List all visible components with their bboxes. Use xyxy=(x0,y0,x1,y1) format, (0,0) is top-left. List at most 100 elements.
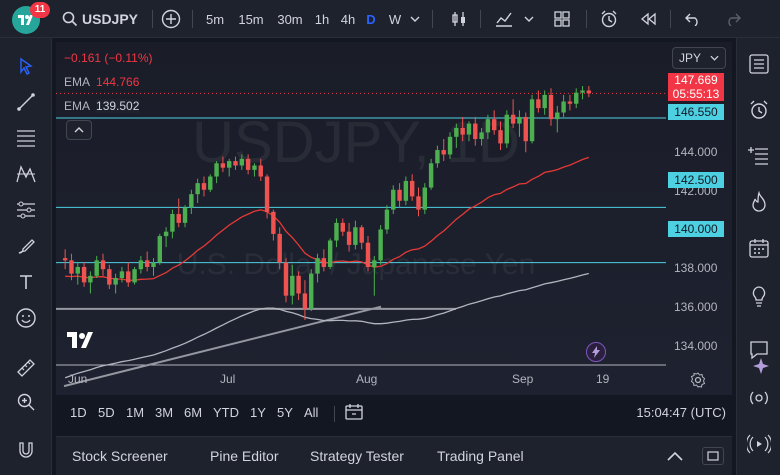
watchlist-button[interactable] xyxy=(745,50,773,78)
level-tag-146550: 146.550 xyxy=(668,104,724,120)
range-1y[interactable]: 1Y xyxy=(250,405,266,420)
range-1d[interactable]: 1D xyxy=(70,405,87,420)
bullish-candle xyxy=(403,180,409,201)
undo-button[interactable] xyxy=(682,8,704,30)
bullish-candle xyxy=(561,101,566,113)
prediction-tool[interactable] xyxy=(12,196,40,224)
alert-button[interactable] xyxy=(597,8,621,30)
range-3m[interactable]: 3M xyxy=(155,405,174,420)
timeframe-d[interactable]: D xyxy=(366,11,376,27)
streams-button[interactable] xyxy=(745,430,773,458)
hotlists-button[interactable] xyxy=(745,188,773,216)
tab-trading-panel[interactable]: Trading Panel xyxy=(437,448,524,464)
bearish-candle xyxy=(277,233,282,263)
notes-button[interactable] xyxy=(745,336,773,364)
bullish-candle xyxy=(113,278,118,285)
layouts-button[interactable] xyxy=(551,8,573,30)
text-icon xyxy=(20,275,32,289)
bearish-candle xyxy=(220,163,226,168)
range-all[interactable]: All xyxy=(304,405,319,420)
fib-tool[interactable] xyxy=(12,124,40,152)
widget-toolbar xyxy=(736,38,780,475)
utc-clock[interactable]: 15:04:47 (UTC) xyxy=(636,405,726,420)
pattern-tool[interactable] xyxy=(12,160,40,188)
lightning-icon[interactable] xyxy=(586,342,606,362)
emoji-tool[interactable] xyxy=(12,304,40,332)
price-label: 144.000 xyxy=(674,145,718,159)
timeframe-w[interactable]: W xyxy=(388,11,402,27)
range-1m[interactable]: 1M xyxy=(126,405,145,420)
bullish-candle xyxy=(334,222,339,241)
alarm-clock-icon xyxy=(750,100,768,119)
bearish-candle xyxy=(245,158,251,170)
timeframe-dropdown[interactable] xyxy=(410,8,420,30)
data-window-button[interactable] xyxy=(745,142,773,170)
bearish-candle xyxy=(264,176,270,212)
symbol-search-button[interactable]: USDJPY xyxy=(62,9,138,29)
bullish-candle xyxy=(479,132,484,140)
replay-button[interactable] xyxy=(637,8,659,30)
price-chart[interactable]: USDJPY, 1DU.S. Dollar / Japanese Yen xyxy=(56,42,732,395)
ema-fast-label[interactable]: EMA xyxy=(64,75,91,89)
range-ytd[interactable]: YTD xyxy=(213,405,239,420)
compare-symbol-button[interactable] xyxy=(160,8,182,30)
timeframe-15m[interactable]: 15m xyxy=(238,11,264,27)
bearish-candle xyxy=(359,227,364,243)
trend-line-tool[interactable] xyxy=(12,88,40,116)
sparkle-icon[interactable] xyxy=(751,356,771,376)
tab-strategy-tester[interactable]: Strategy Tester xyxy=(310,448,404,464)
chart-pane[interactable]: USDJPY, 1D U.S. Dollar / Japanese Yen −0.… xyxy=(56,42,732,395)
brush-tool[interactable] xyxy=(12,232,40,260)
time-label: Aug xyxy=(356,372,378,386)
price-axis[interactable]: 147.669 05:55:13 146.550 144.000 142.000… xyxy=(666,42,732,370)
go-to-date-button[interactable] xyxy=(344,403,364,424)
magnet-tool[interactable] xyxy=(12,436,40,464)
bearish-candle xyxy=(233,161,238,166)
bullish-candle xyxy=(485,119,491,133)
calendar-button[interactable] xyxy=(745,234,773,262)
collapse-legend-button[interactable] xyxy=(66,120,92,140)
timeframe-5m[interactable]: 5m xyxy=(205,11,225,27)
ema-slow-value: 139.502 xyxy=(96,99,140,113)
bullish-candle xyxy=(555,112,560,120)
range-5d[interactable]: 5D xyxy=(98,405,115,420)
tab-pine-editor[interactable]: Pine Editor xyxy=(210,448,279,464)
tab-stock-screener[interactable]: Stock Screener xyxy=(72,448,168,464)
timeframe-30m[interactable]: 30m xyxy=(277,11,303,27)
alerts-panel-button[interactable] xyxy=(745,96,773,124)
horizontal-lines-icon xyxy=(17,130,35,147)
time-axis[interactable]: Jun Jul Aug Sep 19 xyxy=(56,370,666,390)
bullish-candle xyxy=(182,207,188,223)
indicators-button[interactable] xyxy=(492,8,516,30)
bearish-candle xyxy=(498,130,503,144)
indicators-dropdown[interactable] xyxy=(522,8,536,30)
currency-dropdown[interactable]: JPY xyxy=(672,47,726,69)
timeframe-1h[interactable]: 1h xyxy=(314,11,330,27)
maximize-panel-button[interactable] xyxy=(702,447,724,465)
range-5y[interactable]: 5Y xyxy=(277,405,293,420)
chart-type-button[interactable] xyxy=(448,8,470,30)
brush-icon xyxy=(18,239,35,254)
zoom-tool[interactable] xyxy=(12,388,40,416)
expand-panel-button[interactable] xyxy=(666,449,684,465)
broadcast-icon xyxy=(750,391,768,405)
chart-settings-button[interactable] xyxy=(690,372,706,393)
bearish-candle xyxy=(201,183,207,190)
bearish-candle xyxy=(441,150,446,155)
signals-button[interactable] xyxy=(745,384,773,412)
text-tool[interactable] xyxy=(12,268,40,296)
chat-icon xyxy=(750,341,768,360)
ema-slow-label[interactable]: EMA xyxy=(64,99,91,113)
redo-button[interactable] xyxy=(722,8,744,30)
chart-legend: −0.161 (−0.11%) EMA 144.766 EMA 139.502 xyxy=(64,50,153,122)
bearish-candle xyxy=(409,180,415,197)
timeframe-4h[interactable]: 4h xyxy=(340,11,356,27)
measure-range-icon xyxy=(17,201,35,219)
ideas-button[interactable] xyxy=(745,282,773,310)
range-6m[interactable]: 6M xyxy=(184,405,203,420)
price-label: 134.000 xyxy=(674,339,718,353)
cursor-tool[interactable] xyxy=(12,52,40,80)
bullish-candle xyxy=(315,258,320,274)
ruler-tool[interactable] xyxy=(12,354,40,382)
bearish-candle xyxy=(586,90,592,94)
